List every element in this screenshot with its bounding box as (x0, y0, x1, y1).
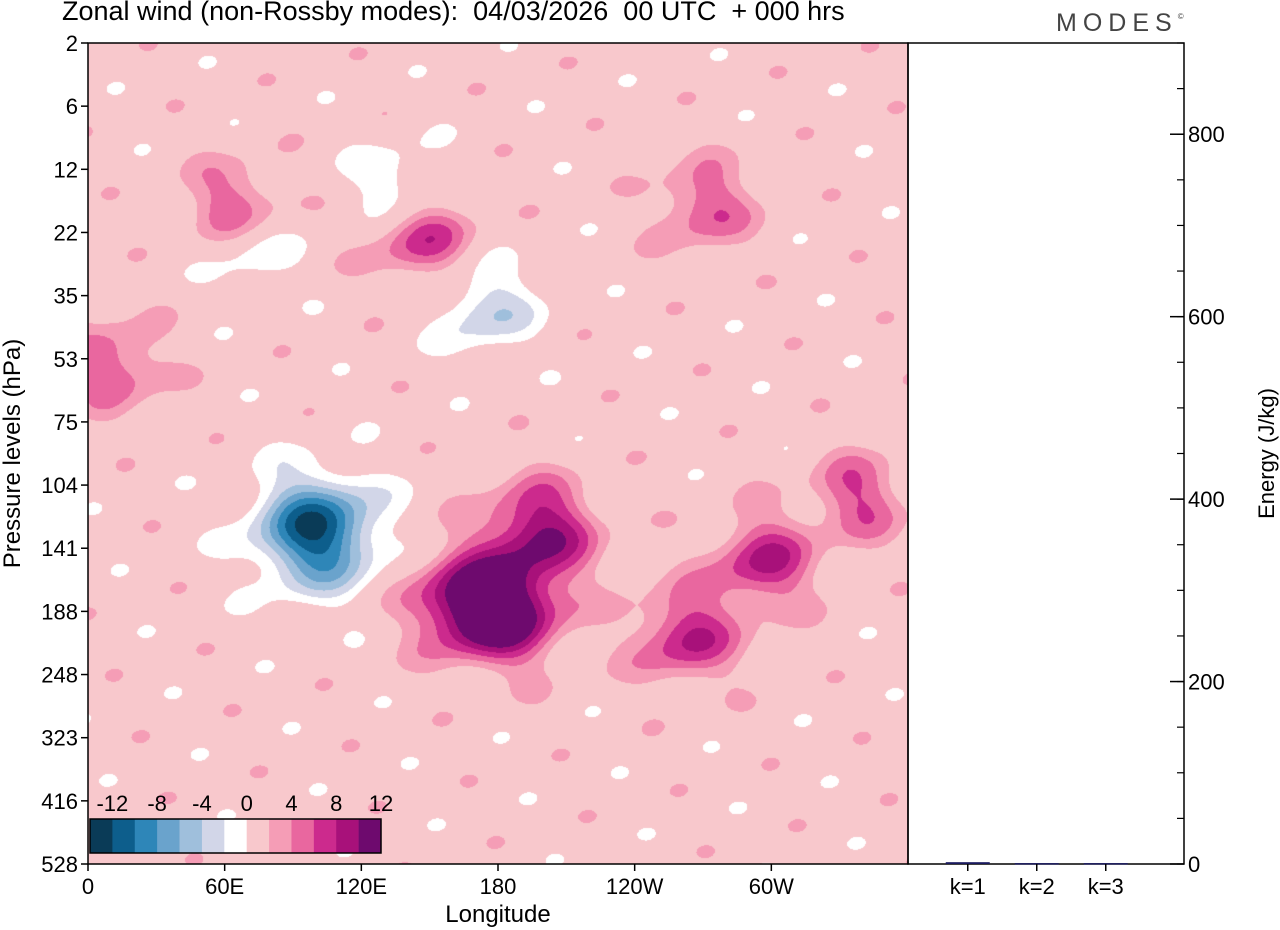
colorbar: -12 -8 -4 0 4 8 12 (89, 791, 393, 854)
colorbar-swatch (224, 819, 247, 853)
x-tick-label: 60W (749, 874, 794, 899)
y-tick-label: 323 (41, 726, 78, 751)
colorbar-label: 12 (369, 791, 393, 816)
colorbar-swatch (134, 819, 158, 853)
colorbar-swatch (313, 819, 337, 853)
colorbar-swatch (90, 819, 113, 853)
colorbar-label: -12 (96, 791, 128, 816)
brand-logo: MODES© (1056, 9, 1184, 38)
brand-mark: © (1177, 12, 1184, 21)
energy-bar (945, 862, 990, 864)
chart-title: Zonal wind (non-Rossby modes): 04/03/202… (62, 0, 845, 26)
energy-category-label: k=2 (1019, 874, 1055, 899)
brand-text: MODES (1056, 9, 1178, 37)
energy-axis-label: Energy (J/kg) (1254, 388, 1279, 519)
colorbar-frame (89, 818, 382, 854)
energy-frame (907, 42, 1185, 865)
energy-tick-label: 200 (1188, 670, 1225, 695)
energy-category-label: k=3 (1088, 874, 1124, 899)
y-tick-label: 2 (66, 31, 78, 56)
y-tick-label: 22 (54, 220, 78, 245)
x-tick-label: 120W (606, 874, 664, 899)
y-tick-label: 104 (41, 473, 78, 498)
x-tick-label: 0 (82, 874, 94, 899)
energy-bars: k=1 k=2 k=3 (945, 862, 1128, 899)
colorbar-swatch (269, 819, 292, 853)
y-tick-label: 188 (41, 599, 78, 624)
colorbar-label: 4 (285, 791, 297, 816)
energy-tick-label: 600 (1188, 305, 1225, 330)
x-tick-label: 120E (336, 874, 387, 899)
x-axis-label: Longitude (445, 901, 550, 928)
colorbar-label: 8 (330, 791, 342, 816)
colorbar-label: 0 (241, 791, 253, 816)
energy-bar (1014, 863, 1059, 865)
energy-tick-label: 800 (1188, 122, 1225, 147)
y-tick-label: 75 (54, 410, 78, 435)
y-tick-label: 35 (54, 284, 78, 309)
heatmap-raster (88, 43, 908, 864)
colorbar-label: -4 (192, 791, 212, 816)
y-tick-label: 416 (41, 789, 78, 814)
y-tick-label: 248 (41, 663, 78, 688)
y-axis-label: Pressure levels (hPa) (0, 339, 26, 568)
y-tick-label: 528 (41, 852, 78, 877)
x-tick-label: 180 (480, 874, 517, 899)
heatmap-field (88, 43, 908, 864)
colorbar-swatch (201, 819, 225, 853)
colorbar-label: -8 (147, 791, 167, 816)
y-tick-label: 6 (66, 94, 78, 119)
colorbar-swatch (157, 819, 180, 853)
energy-bar (1083, 863, 1128, 865)
x-tick-label: 60E (205, 874, 244, 899)
energy-tick-label: 0 (1188, 852, 1200, 877)
y-tick-label: 53 (54, 347, 78, 372)
y-tick-label: 12 (54, 157, 78, 182)
colorbar-swatch (179, 819, 203, 853)
colorbar-swatch (358, 819, 382, 853)
energy-category-label: k=1 (950, 874, 986, 899)
colorbar-swatch (112, 819, 136, 853)
colorbar-swatch (246, 819, 270, 853)
colorbar-swatch (336, 819, 359, 853)
y-tick-label: 141 (41, 536, 78, 561)
energy-tick-label: 400 (1188, 487, 1225, 512)
colorbar-swatch (291, 819, 315, 853)
